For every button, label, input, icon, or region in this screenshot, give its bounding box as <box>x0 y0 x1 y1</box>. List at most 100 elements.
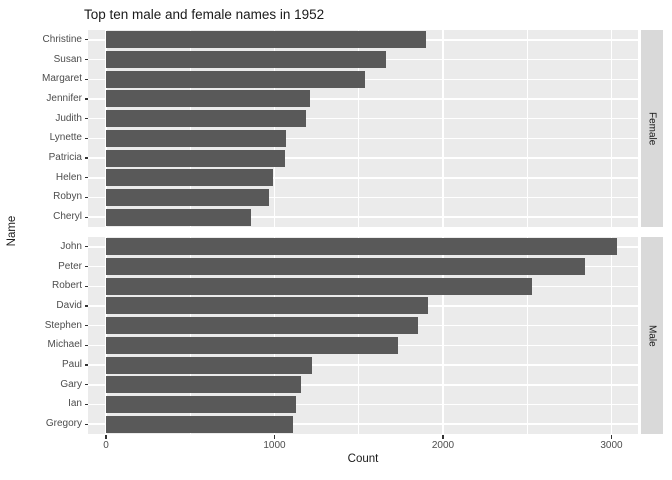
bar-christine <box>106 31 427 49</box>
x-tick-label: 0 <box>103 440 109 451</box>
bar-gary <box>106 376 302 394</box>
bar-jennifer <box>106 90 310 108</box>
y-tick-label: Michael <box>47 339 82 351</box>
y-tick-mark <box>84 177 88 179</box>
gridline-major-y <box>88 137 638 140</box>
y-tick-label: Paul <box>61 359 82 371</box>
bar-lynette <box>106 129 287 147</box>
y-tick-label: Patricia <box>48 152 82 164</box>
y-tick-label: Christine <box>42 33 82 45</box>
bar-helen <box>106 169 273 187</box>
gridline-major-x <box>442 237 444 434</box>
x-tick-mark <box>610 435 613 439</box>
y-tick-mark <box>84 137 88 139</box>
gridline-minor-x <box>358 30 360 227</box>
gridline-major-x <box>610 237 613 434</box>
y-tick-label: Robyn <box>53 191 82 203</box>
x-tick-label: 3000 <box>600 440 623 451</box>
y-tick-mark <box>84 364 88 366</box>
y-tick-label: Judith <box>55 112 82 124</box>
y-tick-mark <box>84 423 88 425</box>
gridline-major-x <box>105 30 107 227</box>
facet-panel-male <box>88 237 638 434</box>
y-tick-mark <box>84 98 88 100</box>
y-tick-label: Gary <box>60 378 82 390</box>
bar-patricia <box>106 149 285 167</box>
gridline-major-y <box>88 423 638 425</box>
y-tick-mark <box>84 403 88 406</box>
bar-peter <box>106 258 585 276</box>
y-tick-mark <box>84 325 88 327</box>
y-tick-label: Robert <box>51 280 82 292</box>
y-tick-mark <box>84 305 88 307</box>
y-tick-label: Peter <box>58 260 82 272</box>
y-tick-label: Stephen <box>44 319 82 331</box>
y-tick-label: Jennifer <box>46 92 82 104</box>
y-tick-mark <box>84 246 88 248</box>
bar-margaret <box>106 70 366 88</box>
y-tick-mark <box>84 157 88 159</box>
x-tick-label: 1000 <box>263 440 286 451</box>
y-tick-mark <box>84 58 88 61</box>
y-tick-label: Margaret <box>41 73 82 85</box>
gridline-major-x <box>105 237 107 434</box>
chart-title: Top ten male and female names in 1952 <box>84 7 325 22</box>
bar-robert <box>106 277 533 295</box>
facet-strip-male: Male <box>641 237 663 434</box>
bar-ian <box>106 395 297 413</box>
gridline-major-y <box>88 384 638 386</box>
bar-susan <box>106 51 386 69</box>
gridline-minor-x <box>526 237 528 434</box>
gridline-major-x <box>442 30 444 227</box>
y-tick-label: Gregory <box>45 418 82 430</box>
y-tick-label: Helen <box>55 171 82 183</box>
gridline-minor-x <box>189 237 191 434</box>
gridline-major-y <box>88 157 638 159</box>
bar-robyn <box>106 188 270 206</box>
gridline-minor-x <box>526 30 528 227</box>
x-tick-mark <box>442 435 444 439</box>
gridline-major-y <box>88 364 638 366</box>
facet-strip-female: Female <box>641 30 663 227</box>
y-tick-label: Susan <box>53 53 82 65</box>
gridline-major-y <box>88 196 638 199</box>
x-axis-title: Count <box>347 453 379 465</box>
gridline-major-y <box>88 98 638 100</box>
bar-paul <box>106 356 312 374</box>
gridline-major-y <box>88 177 638 179</box>
y-tick-label: Ian <box>68 398 82 410</box>
y-tick-mark <box>84 384 88 386</box>
facet-strip-label: Female <box>646 111 658 146</box>
y-tick-label: David <box>56 299 82 311</box>
gridline-minor-x <box>358 237 360 434</box>
bar-stephen <box>106 317 418 335</box>
gridline-major-y <box>88 403 638 406</box>
y-tick-mark <box>84 285 88 287</box>
gridline-major-y <box>88 117 638 120</box>
bar-cheryl <box>106 208 251 226</box>
y-tick-label: Cheryl <box>53 211 82 223</box>
x-tick-mark <box>273 435 276 439</box>
y-tick-mark <box>84 265 88 268</box>
y-tick-label: Lynette <box>49 132 82 144</box>
gridline-major-y <box>88 216 638 218</box>
bar-john <box>106 238 617 256</box>
y-tick-mark <box>84 39 88 41</box>
bar-gregory <box>106 415 294 433</box>
gridline-major-x <box>273 237 276 434</box>
bar-michael <box>106 336 398 354</box>
y-tick-label: John <box>60 240 82 252</box>
y-tick-mark <box>84 216 88 218</box>
gridline-major-x <box>273 30 276 227</box>
y-tick-mark <box>84 196 88 199</box>
facet-strip-label: Male <box>646 324 658 347</box>
gridline-minor-x <box>189 30 191 227</box>
facet-panel-female <box>88 30 638 227</box>
bar-david <box>106 297 428 315</box>
y-tick-mark <box>84 344 88 346</box>
y-tick-mark <box>84 78 88 80</box>
y-tick-mark <box>84 118 88 120</box>
x-tick-mark <box>105 435 107 439</box>
x-tick-label: 2000 <box>431 440 455 451</box>
